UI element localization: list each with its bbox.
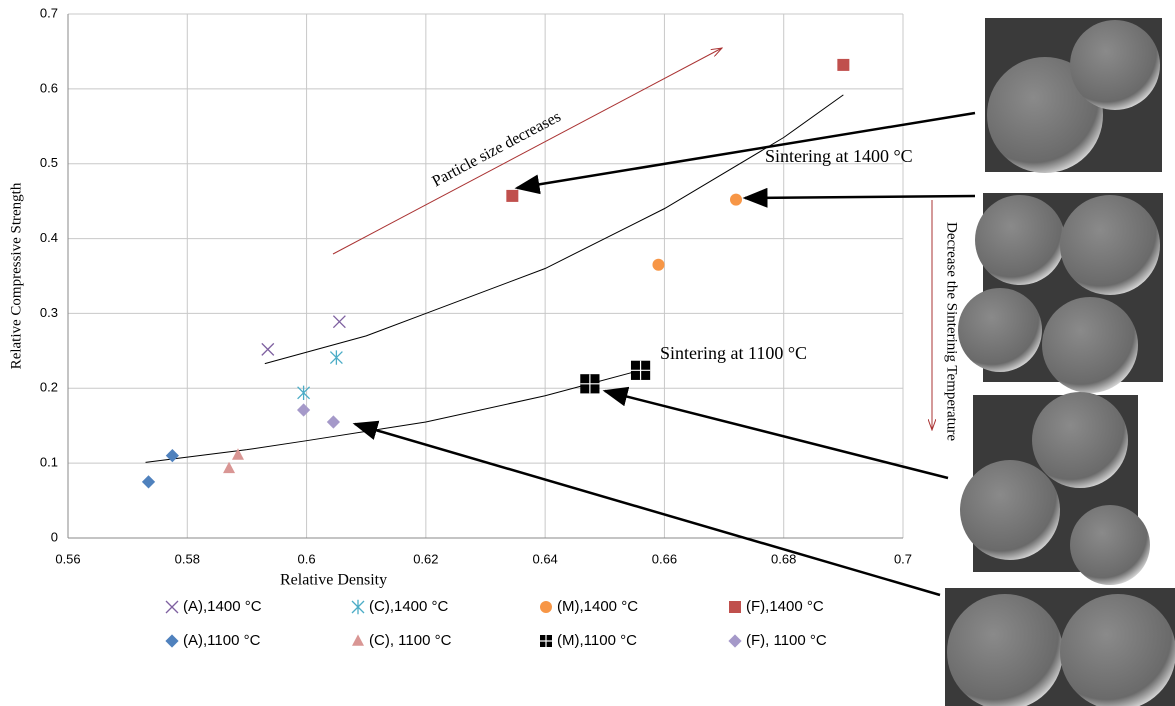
- x-tick-label: 0.64: [532, 551, 557, 566]
- point: [297, 385, 311, 400]
- pointer-arrows: [352, 111, 976, 597]
- point: [506, 189, 519, 202]
- y-tick-label: 0.1: [40, 455, 58, 470]
- legend-label: (M),1100 °C: [557, 632, 637, 649]
- y-tick-label: 0.3: [40, 305, 58, 320]
- x-tick-label: 0.58: [175, 551, 200, 566]
- point: [728, 634, 742, 648]
- point-cross: [630, 360, 651, 380]
- legend-label: (F), 1100 °C: [746, 632, 827, 649]
- point: [165, 634, 179, 648]
- point: [730, 193, 742, 206]
- x-tick-label: 0.68: [771, 551, 796, 566]
- point: [332, 315, 346, 329]
- x-tick-label: 0.7: [894, 551, 912, 566]
- trend-line: [264, 94, 844, 365]
- point: [231, 448, 244, 460]
- point-cross: [580, 374, 600, 394]
- x-tick-label: 0.6: [298, 551, 316, 566]
- y-tick-label: 0.6: [40, 80, 58, 95]
- trend-line: [145, 371, 635, 463]
- y-tick-label: 0.4: [40, 230, 58, 245]
- point: [652, 258, 665, 271]
- x-tick-label: 0.62: [413, 551, 438, 566]
- point: [141, 475, 156, 489]
- micrograph: [945, 588, 1175, 706]
- legend-label: (F),1400 °C: [746, 598, 824, 615]
- point: [837, 58, 850, 71]
- point: [223, 461, 236, 474]
- x-tick-label: 0.56: [55, 551, 80, 566]
- legend-label: (M),1400 °C: [557, 598, 638, 615]
- point: [261, 342, 275, 356]
- y-tick-label: 0: [51, 529, 58, 544]
- point: [351, 599, 365, 615]
- trend-arrow: [332, 48, 722, 255]
- point: [540, 635, 552, 647]
- annotation: Sintering at 1100 °C: [660, 343, 807, 363]
- point: [729, 601, 741, 613]
- annotation: Particle size decreases: [429, 108, 563, 190]
- y-tick-label: 0.5: [40, 155, 58, 170]
- point: [329, 350, 343, 365]
- micrograph: [958, 193, 1163, 393]
- point: [352, 634, 364, 646]
- y-axis-label: Relative Compressive Strength: [8, 182, 24, 369]
- y-tick-label: 0.2: [40, 380, 58, 395]
- point: [326, 415, 341, 429]
- micrograph: [960, 392, 1150, 585]
- x-tick-label: 0.66: [652, 551, 677, 566]
- point-cross: [540, 635, 552, 647]
- legend-label: (A),1100 °C: [183, 632, 261, 649]
- point: [580, 374, 600, 394]
- x-axis-label: Relative Density: [280, 572, 387, 589]
- legend: (A),1400 °C (C),1400 °C (M),1400 °C (F),140…: [165, 598, 827, 649]
- y-tick-label: 0.7: [40, 5, 58, 20]
- point: [165, 600, 179, 614]
- legend-label: (A),1400 °C: [183, 598, 262, 615]
- annotation: Sintering at 1400 °C: [765, 146, 913, 166]
- point: [540, 601, 552, 613]
- annotation: Decrease the Sinterinig Temperature: [944, 222, 960, 441]
- plot-area: 0 0.1 0.2 0.3 0.4 0.5 0.6 0.7 0.56 0.58 0.6 0.62 0.6…: [40, 5, 912, 566]
- point: [630, 360, 651, 380]
- legend-label: (C), 1100 °C: [369, 632, 452, 649]
- point: [296, 403, 311, 417]
- legend-label: (C),1400 °C: [369, 598, 449, 615]
- point: [165, 449, 179, 463]
- micrograph: [985, 18, 1162, 173]
